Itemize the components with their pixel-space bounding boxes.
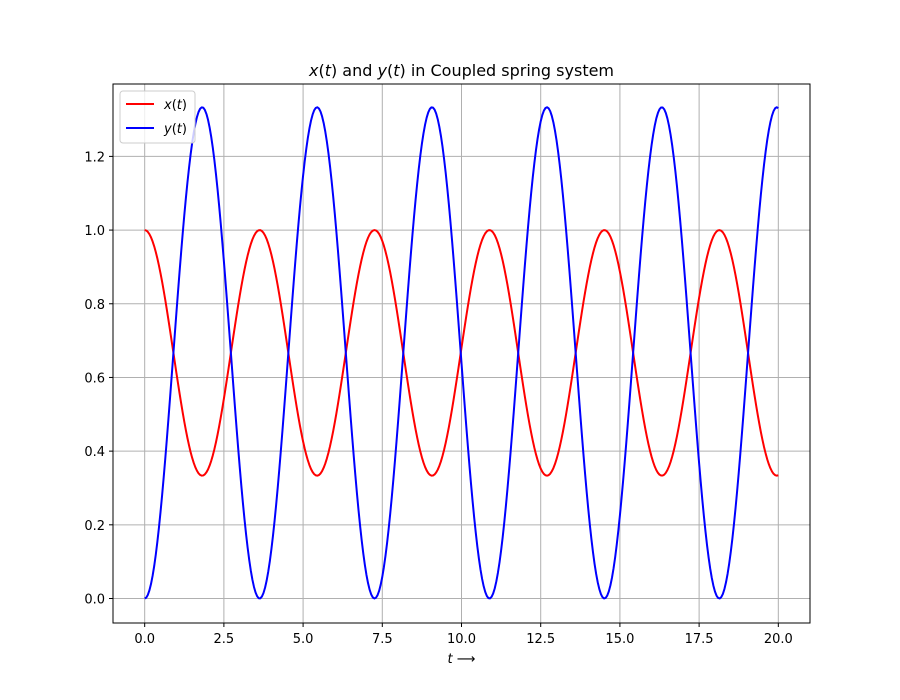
series-line-y	[144, 106, 779, 600]
y-tick-label: 0.8	[84, 298, 105, 313]
chart-title: x(t) and y(t) in Coupled spring system	[308, 61, 614, 80]
legend: x(t) y(t)	[119, 90, 196, 144]
ticks: 0.0 2.5 5.0 7.5 10.0 12.5 15.0 17.5 20.0 0.0 0.2 0.…	[84, 150, 792, 647]
legend-label-x: x(t)	[163, 98, 187, 113]
legend-label-y: y(t)	[163, 122, 187, 137]
x-tick-label: 17.5	[685, 632, 714, 647]
x-tick-label: 7.5	[372, 632, 393, 647]
x-tick-label: 5.0	[293, 632, 314, 647]
x-tick-label: 12.5	[526, 632, 555, 647]
x-tick-label: 0.0	[134, 632, 155, 647]
y-tick-label: 0.0	[84, 593, 105, 608]
x-tick-label: 2.5	[214, 632, 235, 647]
x-tick-label: 10.0	[447, 632, 476, 647]
y-tick-label: 1.2	[84, 150, 105, 165]
y-tick-label: 1.0	[84, 224, 105, 239]
x-axis-label: t ⟶	[448, 652, 476, 667]
x-tick-label: 20.0	[764, 632, 793, 647]
x-tick-label: 15.0	[605, 632, 634, 647]
y-tick-label: 0.2	[84, 519, 105, 534]
series-line-x	[144, 229, 779, 477]
y-tick-label: 0.4	[84, 445, 105, 460]
series-layer	[144, 106, 779, 600]
y-tick-label: 0.6	[84, 371, 105, 386]
